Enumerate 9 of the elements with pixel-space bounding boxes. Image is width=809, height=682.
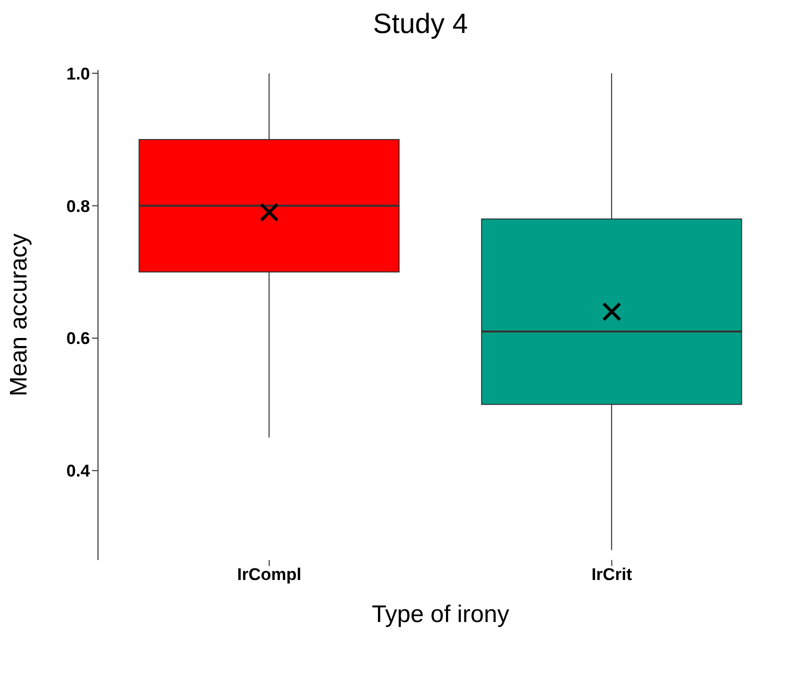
- y-tick-label: 1.0: [66, 64, 90, 84]
- x-axis-title: Type of irony: [372, 601, 510, 628]
- y-tick-label: 0.8: [66, 196, 90, 216]
- y-tick-label: 0.6: [66, 329, 90, 348]
- x-tick-label: IrCrit: [591, 565, 632, 584]
- chart-title: Study 4: [372, 8, 469, 40]
- y-axis-title: Mean accuracy: [6, 234, 33, 396]
- y-tick-label: 0.4: [66, 462, 91, 481]
- x-tick-label: IrCompl: [237, 565, 302, 584]
